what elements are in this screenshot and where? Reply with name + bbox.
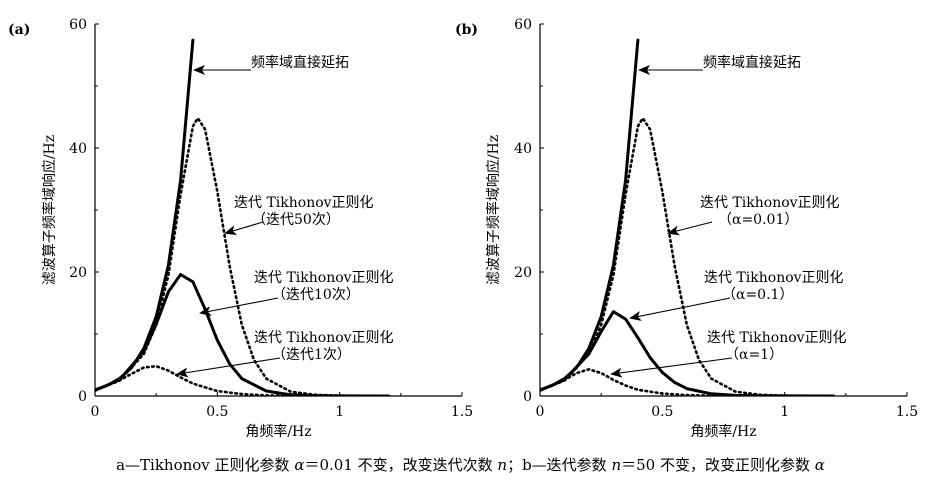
caption-n-symbol: n	[497, 456, 508, 474]
y-tick-label: 40	[69, 141, 87, 157]
series-line-4	[540, 368, 786, 396]
annotation-text: 频率域直接延拓	[703, 54, 801, 71]
x-axis-label: 角频率/Hz	[690, 423, 756, 440]
annotation-text: 迭代 Tikhonov正则化	[704, 270, 844, 286]
annotation-text: （迭代1次）	[272, 347, 351, 363]
annotation-arrow	[176, 357, 281, 378]
x-tick-label: 1	[780, 404, 789, 420]
y-tick-label: 0	[523, 389, 532, 405]
series-line-2	[540, 116, 811, 396]
y-tick-label: 20	[69, 265, 87, 281]
annotation-text: 迭代 Tikhonov正则化	[234, 195, 374, 211]
annotation-text: 迭代 Tikhonov正则化	[254, 330, 394, 346]
x-tick-label: 0	[91, 404, 100, 420]
annotation-text: 迭代 Tikhonov正则化	[700, 195, 840, 211]
y-tick-label: 40	[514, 141, 532, 157]
panel-label: (b)	[455, 22, 478, 38]
y-axis-label: 滤波算子频率域响应/Hz	[485, 135, 502, 285]
caption-part1: a—Tikhonov 正则化参数	[116, 456, 295, 474]
annotation-arrow	[199, 297, 279, 316]
y-tick-label: 0	[78, 389, 87, 405]
annotation-arrow	[610, 357, 733, 378]
x-axis-label: 角频率/Hz	[245, 423, 311, 440]
x-tick-label: 1.5	[896, 404, 918, 420]
y-tick-label: 60	[69, 17, 87, 33]
series-line-3	[540, 310, 836, 396]
figure-caption: a—Tikhonov 正则化参数 α＝0.01 不变，改变迭代次数 n；b—迭代…	[0, 454, 941, 475]
caption-part2: ＝0.01 不变，改变迭代次数	[304, 456, 498, 474]
annotation-text: （迭代50次）	[252, 212, 340, 228]
annotation-arrow	[667, 221, 713, 236]
y-tick-label: 20	[514, 265, 532, 281]
x-tick-label: 1.5	[451, 404, 473, 420]
x-tick-label: 1	[335, 404, 344, 420]
series-line-1	[540, 38, 640, 392]
x-tick-label: 0.5	[206, 404, 228, 420]
x-tick-label: 0.5	[651, 404, 673, 420]
annotation-text: （α=1）	[725, 347, 783, 363]
panel-label: (a)	[8, 22, 30, 38]
caption-alpha-symbol: α	[294, 456, 305, 474]
annotation-text: （迭代10次）	[272, 287, 360, 303]
annotation-arrow	[224, 221, 264, 235]
y-axis-label: 滤波算子频率域响应/Hz	[41, 135, 58, 285]
annotation-text: 频率域直接延拓	[251, 54, 349, 71]
annotation-text: 迭代 Tikhonov正则化	[254, 270, 394, 286]
annotation-text: （α=0.1）	[722, 287, 793, 303]
annotation-text: （α=0.01）	[718, 212, 798, 228]
figure: (a) 0 0.5 1 1.5 0 20 40 60 角频率/Hz 滤波算子频率域响应/Hz 频率域直…	[8, 17, 918, 440]
caption-part3: ；b—迭代参数	[507, 456, 612, 474]
annotation-text: 迭代 Tikhonov正则化	[707, 330, 847, 346]
series-line-1	[95, 38, 195, 392]
y-tick-label: 60	[514, 17, 532, 33]
caption-part4: ＝50 不变，改变正则化参数	[621, 456, 815, 474]
x-tick-label: 0	[536, 404, 545, 420]
panel-b: (b) 0 0.5 1 1.5 0 20 40 60 角频率/Hz 滤波算子频率域响应/Hz 频率域直…	[455, 17, 918, 440]
caption-alpha-symbol-2: α	[814, 456, 825, 474]
series-line-4	[95, 364, 341, 396]
caption-n-symbol-2: n	[611, 456, 622, 474]
annotation-arrow	[629, 297, 731, 321]
panel-a: (a) 0 0.5 1 1.5 0 20 40 60 角频率/Hz 滤波算子频率域响应/Hz 频率域直…	[8, 17, 473, 440]
